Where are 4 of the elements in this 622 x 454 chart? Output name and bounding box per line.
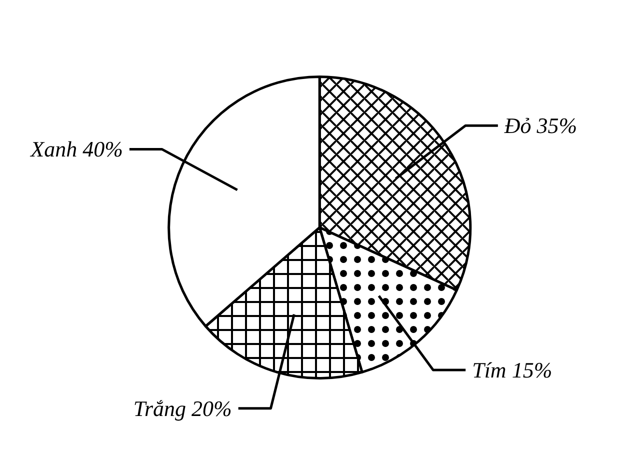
slice-label: Tím 15% <box>472 357 552 382</box>
slice-label: Đỏ 35% <box>503 113 578 138</box>
slice-label: Trắng 20% <box>133 396 232 421</box>
slice-label: Xanh 40% <box>30 136 123 162</box>
